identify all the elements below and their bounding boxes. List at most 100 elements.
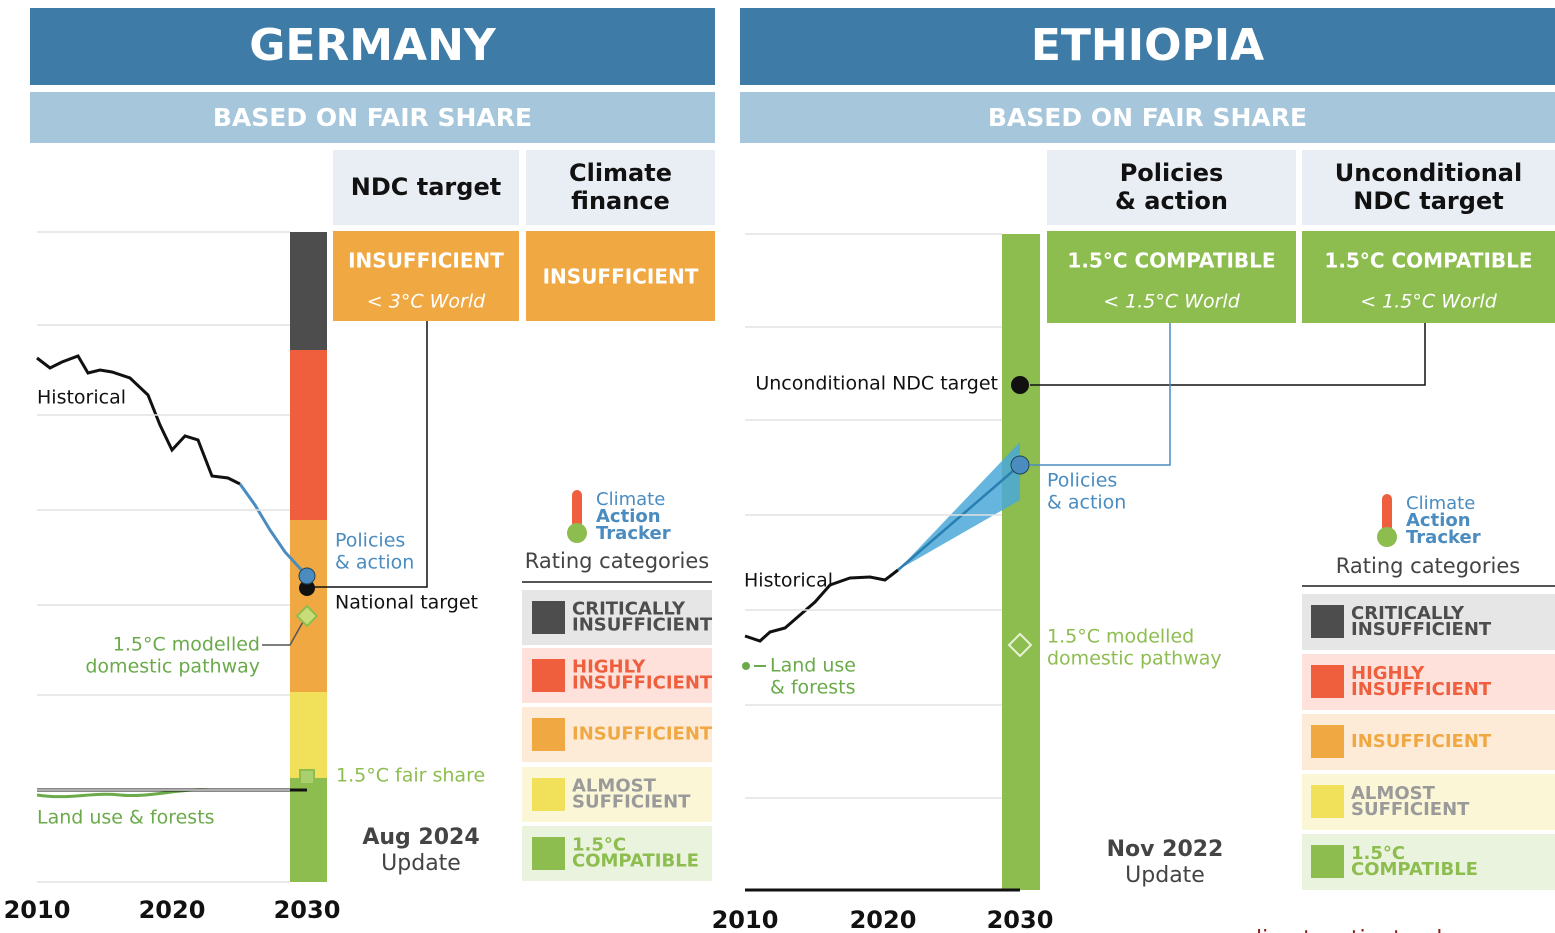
connector [1030,323,1171,466]
legend-swatch [532,718,565,751]
annotation: Historical [744,570,833,592]
annotation: Historical [37,387,126,409]
rating-text: 1.5°C COMPATIBLE [1067,249,1275,273]
legend-label: SUFFICIENT [572,792,691,813]
basis-label: BASED ON FAIR SHARE [988,103,1307,132]
legend-label: COMPATIBLE [1351,859,1478,880]
legend-row [1302,714,1555,770]
update-date: Aug 2024 [362,825,479,850]
world-text: < 1.5°C World [1103,291,1240,313]
column-header-text: NDC target [351,173,501,201]
legend-label: INSUFFICIENT [572,724,713,745]
rating-box [1302,231,1555,323]
update-label: Update [381,851,461,876]
band-critical [290,232,327,350]
target-dot [299,580,315,596]
x-tick-label: 2010 [4,896,71,924]
legend-title: Rating categories [1336,554,1520,578]
legend-label: CRITICALLY [1351,603,1465,624]
logo-text: Tracker [1406,527,1481,548]
logo-thermometer [572,490,582,528]
legend-row [1302,654,1555,710]
country-title: GERMANY [249,20,497,71]
policies-line [897,464,1021,571]
x-tick-label: 2030 [274,896,341,924]
rating-text: 1.5°C COMPATIBLE [1324,249,1532,273]
legend-swatch [1311,845,1344,878]
target-dot [1011,376,1029,394]
logo-thermometer [1382,494,1392,532]
world-text: < 1.5°C World [1360,291,1497,313]
annotation: Policies [1047,470,1117,492]
annotation: Land use [770,655,856,677]
title-bar [740,8,1555,85]
legend-label: HIGHLY [1351,663,1425,684]
policies-dot [1010,455,1030,475]
pathway-diamond [1007,632,1033,658]
legend-label: HIGHLY [572,657,646,678]
annotation: Land use & forests [37,807,215,829]
rating-box [333,231,519,321]
annotation: National target [335,592,478,614]
fair-share-square [299,769,315,785]
rating-box [1047,231,1296,323]
band-highly [290,350,327,520]
legend-row [1302,834,1555,890]
annotation: domestic pathway [1047,648,1222,670]
land-use-dot [742,662,750,670]
annotation: & action [1047,492,1126,514]
basis-bar [740,92,1555,143]
x-tick-label: 2030 [987,906,1054,933]
x-tick-label: 2010 [712,906,779,933]
ethiopia-decor [742,234,1426,892]
band-compatible [1002,234,1040,890]
historical-line [36,354,241,486]
legend-label: INSUFFICIENT [1351,619,1492,640]
x-tick-label: 2020 [850,906,917,933]
legend-label: 1.5°C [1351,843,1405,864]
legend-swatch [532,601,565,634]
connector [262,619,305,646]
column-header-text: Unconditional [1335,159,1522,187]
column-header [1047,150,1296,225]
basis-label: BASED ON FAIR SHARE [213,103,532,132]
column-header [1302,150,1555,225]
column-header-text: Policies [1120,159,1224,187]
legend-swatch [1311,725,1344,758]
legend-swatch [532,837,565,870]
germany-decor [36,232,428,882]
legend-row [1302,774,1555,830]
pathway-diamond [295,604,319,628]
connector [312,321,428,588]
column-header [333,150,519,225]
column-header-text: & action [1115,187,1228,215]
legend-swatch [532,778,565,811]
connector [1030,323,1426,386]
legend-swatch [532,659,565,692]
band-compatible [290,778,327,882]
legend-label: CRITICALLY [572,599,686,620]
annotation: 1.5°C modelled [113,634,260,656]
logo-text: Action [596,506,661,527]
legend-label: INSUFFICIENT [572,615,713,636]
column-header-text: NDC target [1353,187,1503,215]
policies-line [238,483,309,578]
update-date: Nov 2022 [1107,837,1224,862]
logo-text: Tracker [596,523,671,544]
rating-text: INSUFFICIENT [543,265,699,289]
update-label: Update [1125,863,1205,888]
legend-label: SUFFICIENT [1351,799,1470,820]
historical-line [744,568,899,643]
annotation: & action [335,552,414,574]
legend-swatch [1311,665,1344,698]
logo-bulb [567,523,587,543]
annotation: & forests [770,677,856,699]
legend-label: INSUFFICIENT [1351,731,1492,752]
legend-label: COMPATIBLE [572,851,699,872]
legend-row [1302,594,1555,650]
column-header-text: finance [571,187,670,215]
legend-label: ALMOST [572,776,657,797]
world-text: < 3°C World [367,291,486,313]
policies-range [898,442,1020,570]
